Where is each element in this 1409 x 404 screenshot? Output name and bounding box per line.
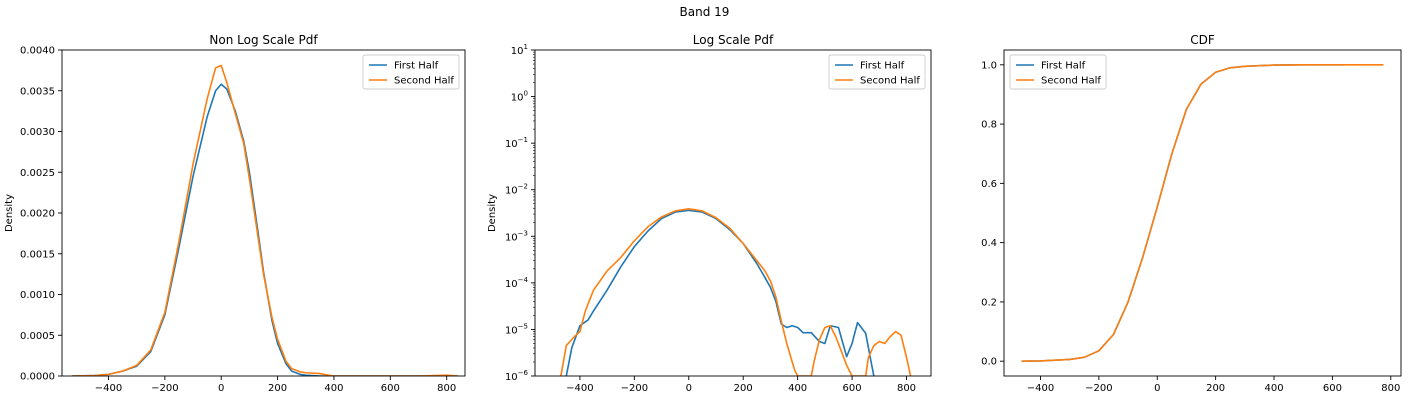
y-tick-label: 10−2 bbox=[505, 183, 528, 197]
chart-1: −400 −200 0 200 400 600 800 10−6 10−5 10−4 10−3 10−… bbox=[487, 33, 932, 394]
y-tick-label: 1.0 bbox=[981, 60, 997, 71]
x-tick-label: 0 bbox=[1154, 383, 1160, 394]
legend: First Half Second Half bbox=[828, 54, 926, 90]
x-tick-label: 600 bbox=[1323, 383, 1342, 394]
y-tick-label: 0.0005 bbox=[20, 331, 55, 342]
x-tick-label: 200 bbox=[268, 383, 287, 394]
legend: First Half Second Half bbox=[362, 54, 460, 90]
x-tick-label: 800 bbox=[897, 383, 916, 394]
series-line-second-half bbox=[560, 207, 912, 376]
x-tick-label: −200 bbox=[621, 383, 648, 394]
x-tick-label: 400 bbox=[788, 383, 807, 394]
legend-label-first-half: First Half bbox=[1041, 61, 1086, 72]
axes-frame bbox=[1003, 49, 1402, 377]
y-tick-label: 0.0040 bbox=[20, 46, 55, 57]
y-tick-label: 0.0030 bbox=[20, 127, 55, 138]
series-line-first-half bbox=[71, 83, 458, 376]
y-tick-label: 0.0015 bbox=[20, 249, 55, 260]
series-line-first-half bbox=[565, 209, 875, 376]
y-tick-label: 0.0010 bbox=[20, 290, 55, 301]
x-tick-label: 800 bbox=[437, 383, 456, 394]
x-tick-label: 400 bbox=[324, 383, 343, 394]
legend: First Half Second Half bbox=[1009, 54, 1107, 90]
y-tick-label: 0.0020 bbox=[20, 209, 55, 220]
series-line-first-half bbox=[1021, 64, 1345, 362]
legend-label-first-half: First Half bbox=[394, 61, 439, 72]
x-tick-label: 200 bbox=[1206, 383, 1225, 394]
y-tick-label: 10−6 bbox=[505, 369, 529, 383]
y-tick-label: 0.4 bbox=[981, 238, 997, 249]
chart-0: −400 −200 0 200 400 600 800 0.0000 0.0005 0.0010 0… bbox=[4, 33, 466, 394]
y-tick-label: 0.0035 bbox=[20, 86, 55, 97]
y-tick-label: 0.2 bbox=[981, 297, 997, 308]
y-tick-label: 101 bbox=[511, 43, 528, 57]
chart-title: CDF bbox=[1190, 33, 1215, 47]
y-axis-label: Density bbox=[487, 194, 498, 232]
legend-label-second-half: Second Half bbox=[1041, 76, 1101, 87]
x-tick-label: −400 bbox=[566, 383, 593, 394]
legend-label-second-half: Second Half bbox=[394, 76, 454, 87]
x-tick-label: 400 bbox=[1264, 383, 1283, 394]
y-tick-label: 10−5 bbox=[505, 322, 528, 336]
y-tick-label: 100 bbox=[511, 90, 528, 104]
x-tick-label: 600 bbox=[381, 383, 400, 394]
legend-label-second-half: Second Half bbox=[860, 76, 920, 87]
y-tick-label: 10−1 bbox=[505, 136, 528, 150]
y-axis-label: Density bbox=[4, 194, 15, 232]
x-tick-label: 0 bbox=[686, 383, 692, 394]
y-tick-label: 0.6 bbox=[981, 179, 997, 190]
series-line-second-half bbox=[1021, 64, 1384, 362]
chart-title: Non Log Scale Pdf bbox=[209, 33, 318, 47]
x-tick-label: −400 bbox=[95, 383, 122, 394]
y-tick-label: 0.0025 bbox=[20, 168, 55, 179]
y-tick-label: 10−4 bbox=[505, 276, 529, 290]
x-tick-label: 800 bbox=[1381, 383, 1400, 394]
axes-frame bbox=[61, 49, 466, 377]
y-tick-label: 0.0000 bbox=[20, 372, 55, 383]
chart-title: Log Scale Pdf bbox=[693, 33, 774, 47]
figure-title: Band 19 bbox=[679, 5, 730, 19]
x-tick-label: −200 bbox=[151, 383, 178, 394]
y-tick-label: 0.0 bbox=[981, 357, 997, 368]
x-tick-label: −200 bbox=[1085, 383, 1112, 394]
x-tick-label: 0 bbox=[218, 383, 224, 394]
legend-label-first-half: First Half bbox=[860, 61, 905, 72]
y-tick-label: 10−3 bbox=[505, 229, 528, 243]
axes-frame bbox=[534, 49, 932, 377]
y-tick-label: 0.8 bbox=[981, 120, 997, 131]
chart-2: −400 −200 0 200 400 600 800 0.0 0.2 0.4 0.6 0.8 1.0 C… bbox=[981, 33, 1402, 394]
x-tick-label: −400 bbox=[1027, 383, 1054, 394]
x-tick-label: 200 bbox=[734, 383, 753, 394]
x-tick-label: 600 bbox=[843, 383, 862, 394]
series-line-second-half bbox=[71, 64, 459, 376]
